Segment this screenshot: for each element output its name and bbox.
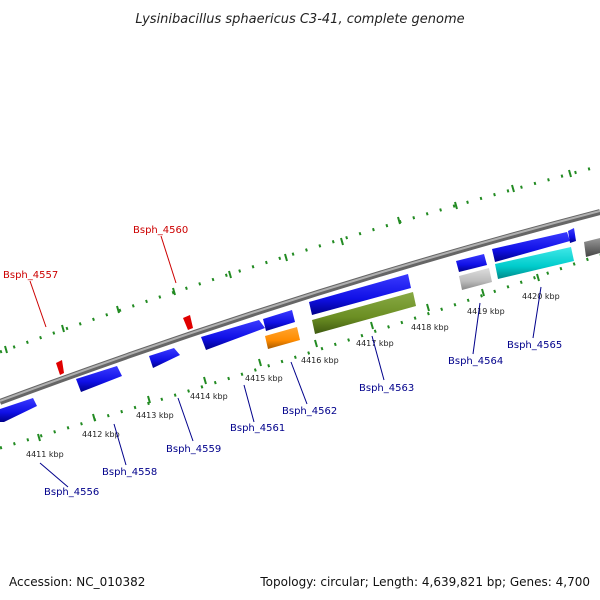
gene-label-bsph-4559[interactable]: Bsph_4559 — [166, 444, 221, 455]
map-title: Lysinibacillus sphaericus C3-41, complet… — [135, 12, 464, 27]
tick-label-4413: 4413 kbp — [136, 411, 174, 420]
inner-major-ticks — [37, 273, 540, 442]
gene-feature-bsph-4562[interactable] — [265, 327, 300, 349]
gene-feature-bsph-4561-a[interactable] — [201, 320, 265, 350]
gene-feature-bsph-4563-a[interactable] — [309, 274, 411, 315]
gene-feature-bsph-4558[interactable] — [76, 366, 122, 392]
gene-feature-bsph-4560[interactable] — [183, 315, 193, 330]
outer-major-ticks — [4, 169, 572, 354]
tick-label-4420: 4420 kbp — [522, 292, 560, 301]
gene-feature-bsph-4564[interactable] — [459, 268, 492, 290]
gene-labels: Bsph_4557 Bsph_4560 Bsph_4556 Bsph_4558 … — [3, 225, 562, 498]
genome-backbone — [0, 209, 600, 405]
gene-feature-bsph-4563[interactable] — [312, 292, 416, 334]
gene-feature-bsph-4561-b[interactable] — [263, 310, 295, 331]
gene-label-bsph-4556[interactable]: Bsph_4556 — [44, 487, 99, 498]
accession-text: Accession: NC_010382 — [9, 575, 145, 589]
tick-label-4412: 4412 kbp — [82, 430, 120, 439]
tick-labels: 4411 kbp 4412 kbp 4413 kbp 4414 kbp 4415… — [26, 292, 560, 459]
topology-summary: Topology: circular; Length: 4,639,821 bp… — [259, 575, 590, 589]
gene-label-bsph-4562[interactable]: Bsph_4562 — [282, 406, 337, 417]
gene-feature-bsph-4556[interactable] — [0, 398, 37, 422]
gene-feature-bsph-4565-a[interactable] — [492, 232, 570, 262]
gene-label-bsph-4565[interactable]: Bsph_4565 — [507, 340, 562, 351]
tick-label-4418: 4418 kbp — [411, 323, 449, 332]
gene-label-bsph-4563[interactable]: Bsph_4563 — [359, 383, 414, 394]
tick-label-4416: 4416 kbp — [301, 356, 339, 365]
outer-tick-track — [0, 164, 600, 354]
label-leader-lines — [29, 235, 542, 488]
gene-label-bsph-4560[interactable]: Bsph_4560 — [133, 225, 188, 236]
gene-feature-bsph-4557[interactable] — [56, 360, 64, 375]
tick-label-4411: 4411 kbp — [26, 450, 64, 459]
gene-feature-dark-edge[interactable] — [584, 238, 600, 257]
forward-genes — [0, 228, 576, 422]
tick-label-4415: 4415 kbp — [245, 374, 283, 383]
genome-backbone-highlight — [0, 210, 600, 402]
gene-label-bsph-4564[interactable]: Bsph_4564 — [448, 356, 503, 367]
tick-label-4414: 4414 kbp — [190, 392, 228, 401]
gene-feature-small-blue[interactable] — [568, 228, 576, 243]
tick-label-4417: 4417 kbp — [356, 339, 394, 348]
gene-feature-bsph-4559[interactable] — [149, 348, 180, 368]
gene-label-bsph-4558[interactable]: Bsph_4558 — [102, 467, 157, 478]
tick-label-4419: 4419 kbp — [467, 307, 505, 316]
inner-tick-track — [0, 253, 600, 450]
gene-feature-bsph-4564-a[interactable] — [456, 254, 487, 272]
gene-label-bsph-4561[interactable]: Bsph_4561 — [230, 423, 285, 434]
gene-label-bsph-4557[interactable]: Bsph_4557 — [3, 270, 58, 281]
gene-feature-bsph-4565[interactable] — [495, 247, 574, 279]
